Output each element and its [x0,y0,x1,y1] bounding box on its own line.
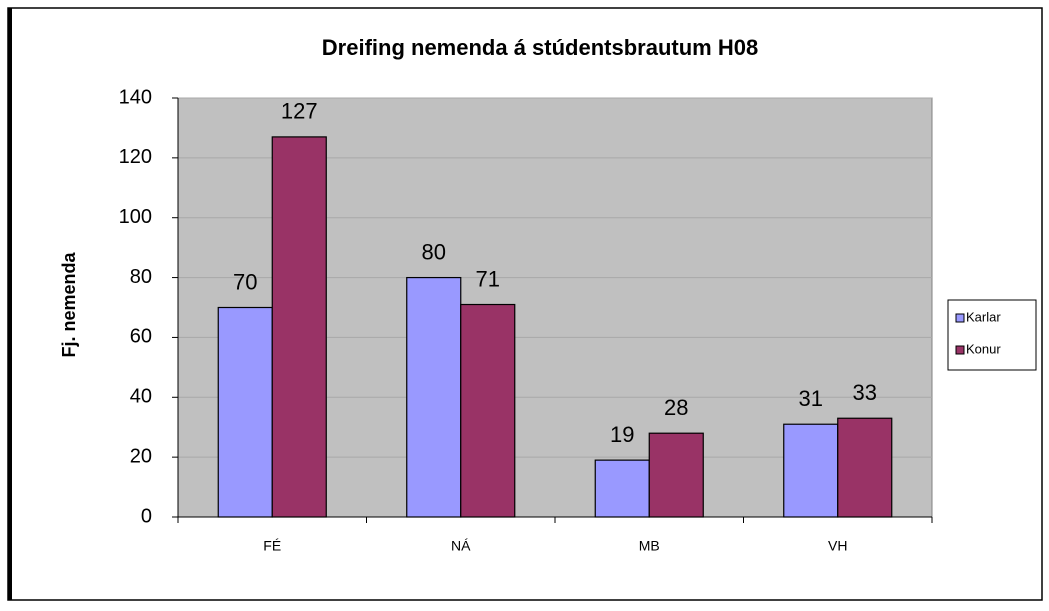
data-label: 28 [664,395,688,420]
y-tick-label: 120 [119,146,152,168]
y-tick-label: 140 [119,86,152,108]
bar [837,417,893,518]
bar [648,432,704,518]
data-label: 127 [281,99,318,124]
x-tick-label: FÉ [263,538,281,554]
data-label: 80 [422,239,446,264]
y-tick-label: 40 [130,386,152,408]
x-tick-label: NÁ [451,538,471,554]
legend-swatch [955,313,965,323]
y-tick-label: 100 [119,206,152,228]
bar [271,136,327,518]
bar [783,423,839,518]
y-tick-label: 0 [141,505,152,527]
x-tick-label: MB [639,538,660,554]
data-label: 70 [233,269,257,294]
data-label: 71 [476,266,500,291]
bar [594,459,650,518]
data-label: 19 [610,422,634,447]
bar [460,303,516,518]
legend-box [947,299,1037,371]
y-tick-label: 80 [130,266,152,288]
data-label: 33 [853,380,877,405]
data-label: 31 [799,386,823,411]
bar [217,306,273,518]
chart-title: Dreifing nemenda á stúdentsbrautum H08 [322,35,758,60]
y-tick-label: 20 [130,445,152,467]
x-tick-label: VH [828,538,847,554]
legend-label: Karlar [966,309,1001,324]
bar [406,276,462,518]
y-tick-label: 60 [130,326,152,348]
legend-swatch [955,345,965,355]
y-axis-label: Fj. nemenda [59,252,79,358]
legend-label: Konur [966,341,1001,356]
